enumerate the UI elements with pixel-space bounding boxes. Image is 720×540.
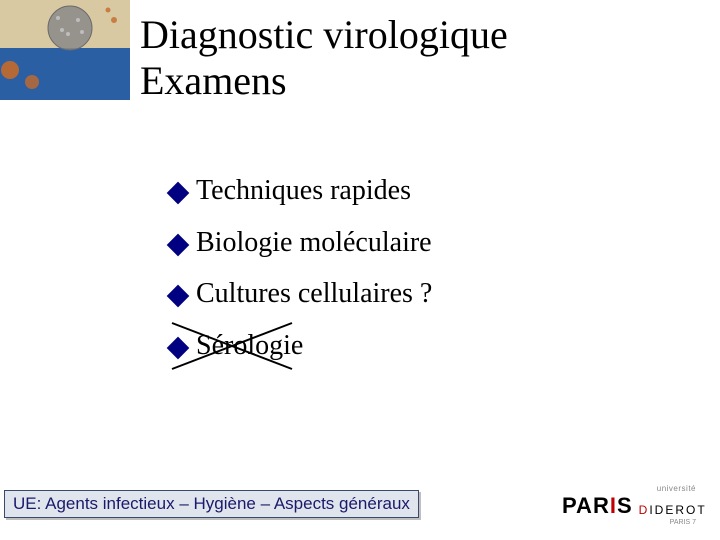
list-item: Techniques rapides [170, 174, 690, 208]
diamond-bullet-icon [167, 233, 190, 256]
logo-top-label: université [562, 484, 702, 493]
title-line-2: Examens [140, 58, 680, 104]
diamond-bullet-icon [167, 285, 190, 308]
list-item: Cultures cellulaires ? [170, 277, 690, 311]
logo-subline: PARIS 7 [562, 519, 702, 526]
footer-bar: UE: Agents infectieux – Hygiène – Aspect… [4, 490, 419, 518]
list-item: Biologie moléculaire [170, 226, 690, 260]
bullet-text: Sérologie [196, 329, 303, 363]
bullet-list: Techniques rapides Biologie moléculaire … [170, 174, 690, 380]
logo-diderot: DIDEROT [639, 503, 707, 517]
bullet-text: Biologie moléculaire [196, 226, 432, 260]
slide: Diagnostic virologique Examens Technique… [0, 0, 720, 540]
slide-title: Diagnostic virologique Examens [140, 12, 680, 104]
title-line-1: Diagnostic virologique [140, 12, 680, 58]
bullet-text: Techniques rapides [196, 174, 411, 208]
university-logo: université PARIS DIDEROT PARIS 7 [562, 484, 702, 526]
logo-paris: PARIS [562, 493, 633, 519]
corner-micrograph-image [0, 0, 130, 100]
bullet-text: Cultures cellulaires ? [196, 277, 432, 311]
diamond-bullet-icon [167, 182, 190, 205]
list-item: Sérologie [170, 329, 690, 363]
logo-main-row: PARIS DIDEROT [562, 493, 702, 519]
footer-text: UE: Agents infectieux – Hygiène – Aspect… [13, 494, 410, 513]
diamond-bullet-icon [167, 336, 190, 359]
